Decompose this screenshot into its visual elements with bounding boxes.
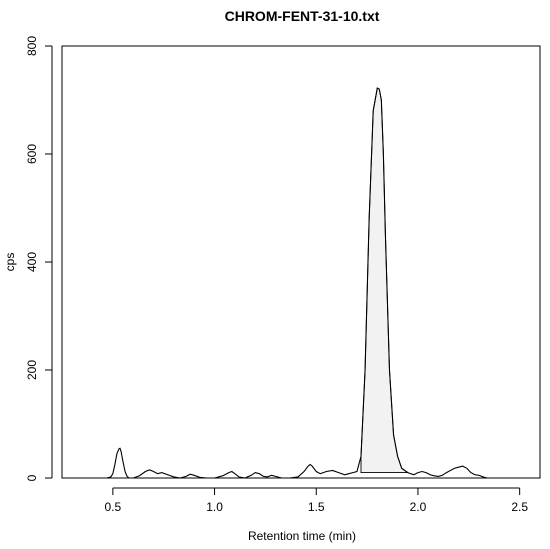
y-tick-label: 200 bbox=[25, 360, 39, 380]
chromatogram-trace bbox=[106, 87, 488, 479]
x-axis: 0.5 1.0 1.5 2.0 2.5 bbox=[105, 487, 528, 514]
x-tick-label: 0.5 bbox=[105, 500, 122, 514]
x-tick-label: 1.5 bbox=[308, 500, 325, 514]
chart-title: CHROM-FENT-31-10.txt bbox=[225, 8, 380, 24]
x-tick-label: 2.5 bbox=[511, 500, 528, 514]
y-axis-label: cps bbox=[3, 253, 17, 272]
x-axis-label: Retention time (min) bbox=[248, 529, 356, 543]
x-tick-label: 2.0 bbox=[410, 500, 427, 514]
y-tick-label: 600 bbox=[25, 144, 39, 164]
y-tick-label: 0 bbox=[25, 474, 39, 481]
y-tick-label: 800 bbox=[25, 36, 39, 56]
plot-frame bbox=[61, 45, 541, 479]
x-tick-label: 1.0 bbox=[206, 500, 223, 514]
y-tick-label: 400 bbox=[25, 252, 39, 272]
y-axis: 0 200 400 600 800 bbox=[25, 36, 53, 481]
